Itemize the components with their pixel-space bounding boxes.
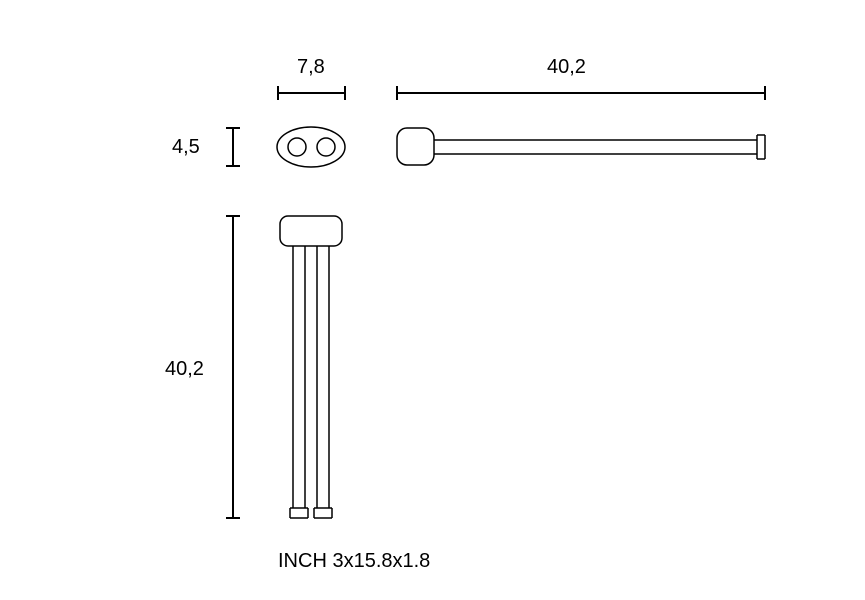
label-height: 40,2 (165, 358, 204, 381)
technical-drawing: 7,8 40,2 4,5 40,2 INCH 3x15.8x1.8 (0, 0, 865, 600)
label-inch: INCH 3x15.8x1.8 (278, 550, 430, 573)
dimension-depth-left (226, 128, 240, 166)
drawing-svg (0, 0, 865, 600)
label-length-top: 40,2 (547, 56, 586, 79)
dimension-length-top (397, 86, 765, 100)
front-view (280, 216, 342, 518)
side-view (397, 128, 765, 165)
label-width-small: 7,8 (297, 56, 325, 79)
top-plan-view (277, 127, 345, 167)
dimension-width-small (278, 86, 345, 100)
label-depth: 4,5 (172, 136, 200, 159)
dimension-height-left (226, 216, 240, 518)
